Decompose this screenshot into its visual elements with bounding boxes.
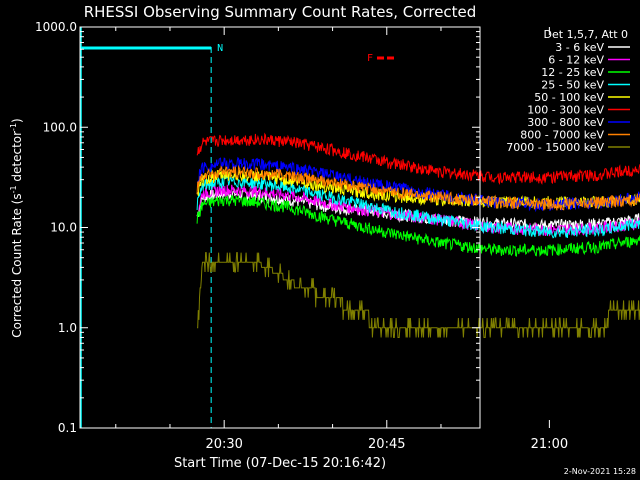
legend-label: 6 - 12 keV xyxy=(548,54,604,67)
plot-area: NSF xyxy=(80,27,640,428)
legend-label: 50 - 100 keV xyxy=(534,91,604,104)
legend-title: Det 1,5,7, Att 0 xyxy=(544,28,628,41)
y-tick-label: 1000.0 xyxy=(35,20,77,34)
series-line xyxy=(196,132,640,186)
series-line xyxy=(197,252,640,338)
legend-label: 7000 - 15000 keV xyxy=(506,141,604,154)
series-7 xyxy=(196,164,640,211)
x-tick-label: 20:45 xyxy=(368,437,405,452)
series-line xyxy=(196,164,640,211)
series-4 xyxy=(196,169,640,210)
x-tick-label: 21:00 xyxy=(531,437,568,452)
x-tick-label: 20:30 xyxy=(205,437,242,452)
legend-label: 800 - 7000 keV xyxy=(520,129,604,142)
legend-label: 12 - 25 keV xyxy=(541,66,604,79)
y-axis-label-mid: detector xyxy=(10,131,24,186)
annotation-n: N xyxy=(217,43,223,54)
series-5 xyxy=(196,132,640,186)
y-tick-label: 0.1 xyxy=(58,421,77,435)
legend-label: 25 - 50 keV xyxy=(541,79,604,92)
y-axis-label: Corrected Count Rate (s-1 detector-1) xyxy=(9,118,24,337)
series-line xyxy=(196,195,640,258)
legend-label: 300 - 800 keV xyxy=(527,116,604,129)
y-axis-label-sup2: -1 xyxy=(9,123,18,131)
x-axis-label: Start Time (07-Dec-15 20:16:42) xyxy=(174,456,386,471)
annotation-f: F xyxy=(367,53,373,64)
y-axis-label-sup: -1 xyxy=(9,185,18,193)
y-tick-label: 100.0 xyxy=(43,120,77,134)
legend-label: 3 - 6 keV xyxy=(555,41,604,54)
series-line xyxy=(196,169,640,210)
series-8 xyxy=(197,252,640,338)
series-3 xyxy=(196,174,640,239)
date-stamp: 2-Nov-2021 15:28 xyxy=(564,467,636,476)
y-tick-label: 1.0 xyxy=(58,321,77,335)
series-2 xyxy=(196,195,640,258)
y-axis-label-end: ) xyxy=(10,118,24,123)
y-axis-label-main: Corrected Count Rate (s xyxy=(10,193,24,337)
legend-label: 100 - 300 keV xyxy=(527,104,604,117)
y-tick-label: 10.0 xyxy=(50,221,77,235)
series-line xyxy=(196,174,640,239)
series-1 xyxy=(196,182,640,237)
chart-title: RHESSI Observing Summary Count Rates, Co… xyxy=(84,3,477,21)
y-axis: 0.1 1.0 10.0 100.0 1000.0 xyxy=(35,20,480,435)
series-line xyxy=(196,182,640,237)
